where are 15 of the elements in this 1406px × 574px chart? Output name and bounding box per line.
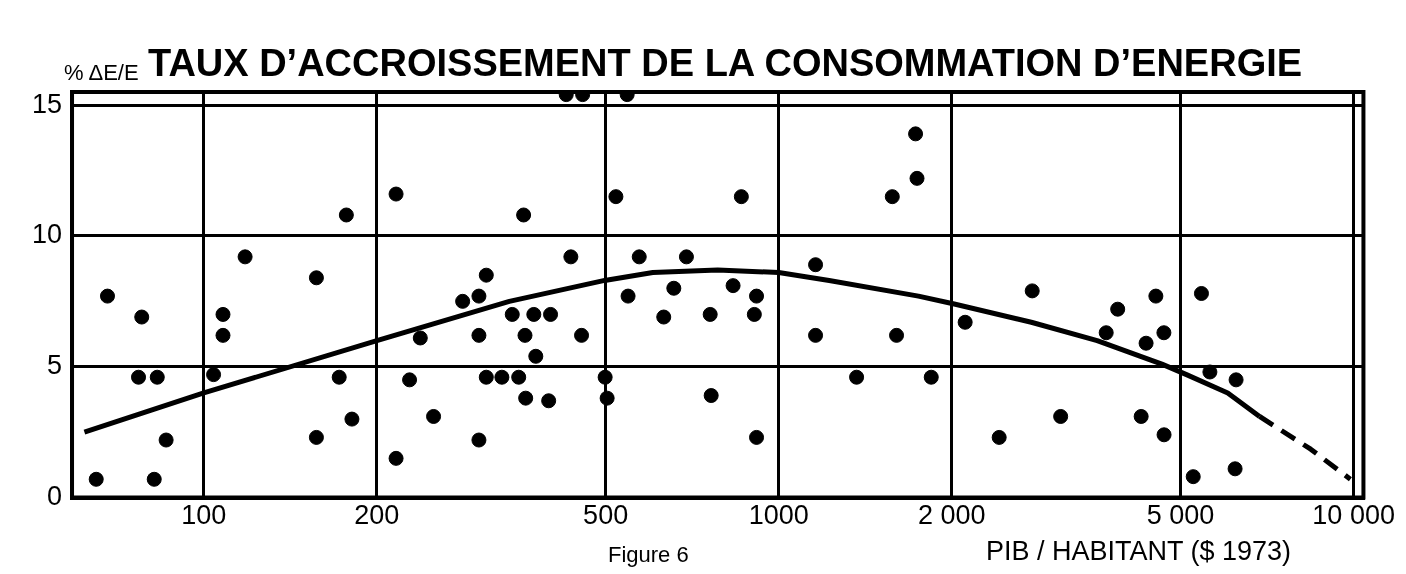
y-tick-label: 10: [31, 219, 63, 250]
y-tick-label: 15: [31, 88, 63, 119]
x-tick-label: 10 000: [1312, 500, 1395, 531]
caption: Figure 6: [608, 542, 689, 568]
x-tick-label: 500: [583, 500, 629, 531]
y-tick-label: 5: [47, 350, 63, 381]
x-tick-label: 2 000: [918, 500, 986, 531]
x-tick-label: 200: [354, 500, 400, 531]
x-axis-title: PIB / HABITANT ($ 1973): [986, 536, 1292, 567]
x-tick-label: 5 000: [1146, 500, 1215, 531]
x-tick-label: 100: [181, 500, 227, 531]
y-axis-title: % ΔE/E: [64, 60, 139, 86]
x-tick-label: 1000: [748, 500, 809, 531]
y-tick-label: 0: [47, 481, 63, 512]
chart-title: TAUX D’ACCROISSEMENT DE LA CONSOMMATION D’ENERGIE: [148, 42, 1303, 85]
